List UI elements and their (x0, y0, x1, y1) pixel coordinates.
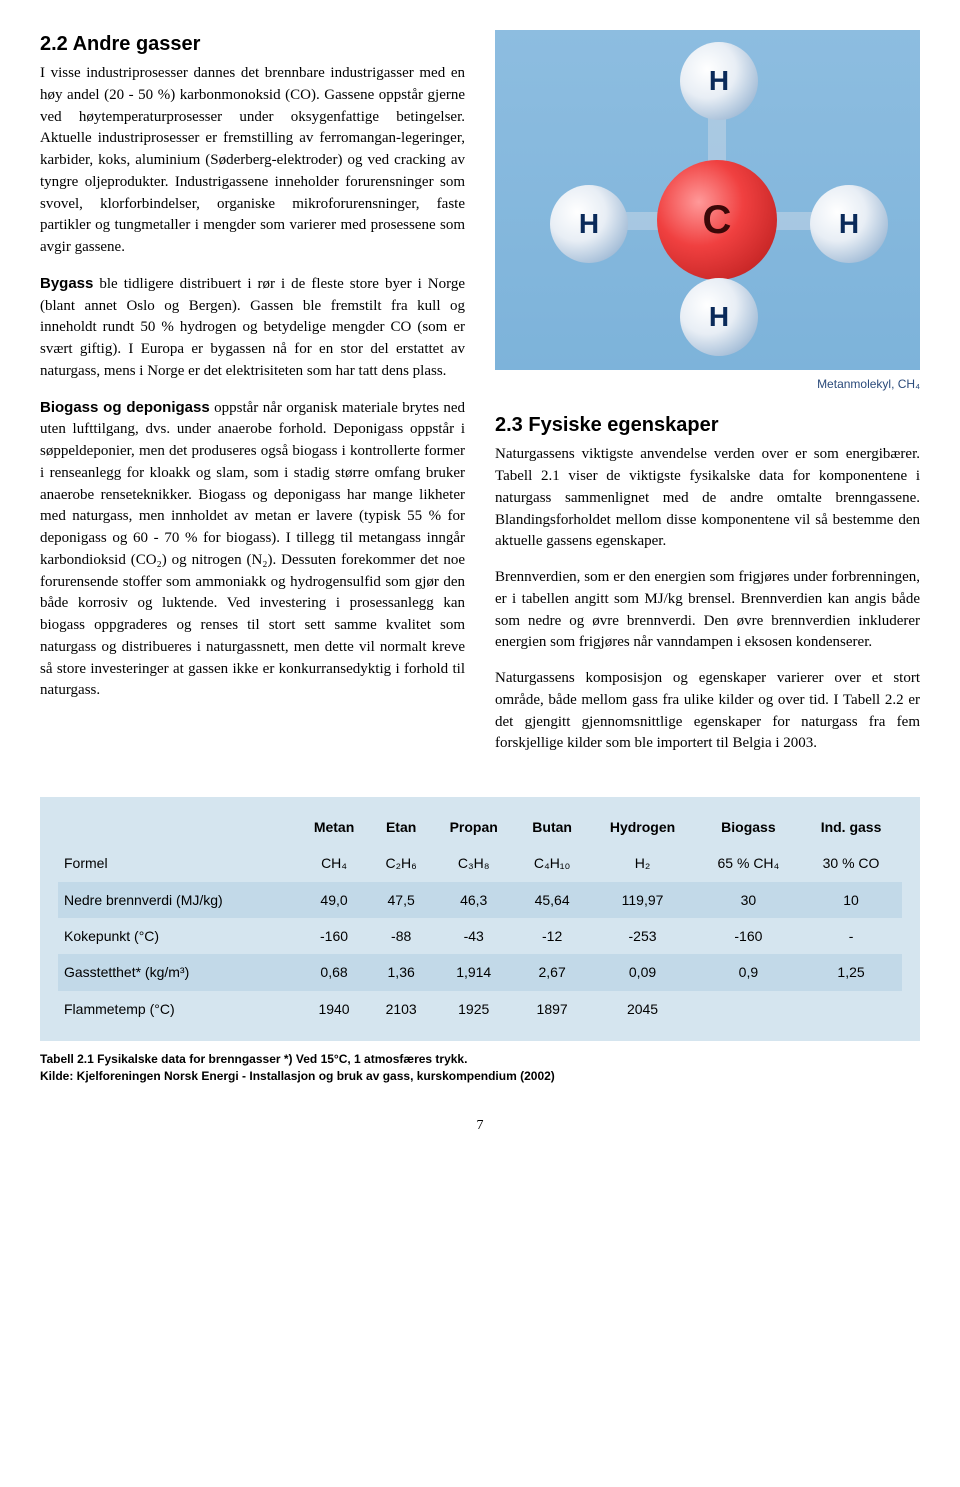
col-biogass: Biogass (697, 809, 800, 845)
cell: 1925 (432, 991, 516, 1027)
table-row: Formel CH₄ C₂H₆ C₃H₈ C₄H₁₀ H₂ 65 % CH₄ 3… (58, 845, 902, 881)
cell: 0,9 (697, 954, 800, 990)
hydrogen-atom-top: H (680, 42, 758, 120)
cell: -160 (297, 918, 371, 954)
cell (697, 991, 800, 1027)
col-indgass: Ind. gass (800, 809, 902, 845)
methane-molecule-diagram: C H H H H (495, 30, 920, 370)
left-column: 2.2 Andre gasser I visse industriprosess… (40, 30, 465, 769)
section-heading-2-2: 2.2 Andre gasser (40, 30, 465, 59)
para-fysiske-1: Naturgassens viktigste anvendelse verden… (495, 444, 920, 553)
table-row: Nedre brennverdi (MJ/kg) 49,0 47,5 46,3 … (58, 882, 902, 918)
cell: CH₄ (297, 845, 371, 881)
properties-table: Metan Etan Propan Butan Hydrogen Biogass… (58, 809, 902, 1027)
col-butan: Butan (516, 809, 588, 845)
cell: 0,09 (588, 954, 696, 990)
col-blank (58, 809, 297, 845)
properties-table-wrap: Metan Etan Propan Butan Hydrogen Biogass… (40, 797, 920, 1041)
biogass-label: Biogass og deponigass (40, 399, 210, 416)
col-hydrogen: Hydrogen (588, 809, 696, 845)
cell: 1,914 (432, 954, 516, 990)
cell: 0,68 (297, 954, 371, 990)
row-label: Gasstetthet* (kg/m³) (58, 954, 297, 990)
col-propan: Propan (432, 809, 516, 845)
table-row: Flammetemp (°C) 1940 2103 1925 1897 2045 (58, 991, 902, 1027)
para-bygass: Bygass ble tidligere distribuert i rør i… (40, 273, 465, 383)
para-biogass: Biogass og deponigass oppstår når organi… (40, 397, 465, 703)
cell: 2045 (588, 991, 696, 1027)
para-fysiske-2: Brennverdien, som er den energien som fr… (495, 567, 920, 654)
cell: 46,3 (432, 882, 516, 918)
cell: C₂H₆ (371, 845, 432, 881)
cell: -88 (371, 918, 432, 954)
bygass-label: Bygass (40, 275, 93, 292)
table-source: Kilde: Kjelforeningen Norsk Energi - Ins… (40, 1068, 920, 1085)
right-column: C H H H H Metanmolekyl, CH₄ 2.3 Fysiske … (495, 30, 920, 769)
cell: H₂ (588, 845, 696, 881)
carbon-label: C (703, 191, 732, 249)
row-label: Kokepunkt (°C) (58, 918, 297, 954)
h-label-1: H (709, 61, 729, 102)
bygass-text: ble tidligere distribuert i rør i de fle… (40, 276, 465, 379)
cell: 1,25 (800, 954, 902, 990)
cell: 47,5 (371, 882, 432, 918)
molecule-caption: Metanmolekyl, CH₄ (495, 376, 920, 393)
h-label-2: H (579, 204, 599, 245)
section-heading-2-3: 2.3 Fysiske egenskaper (495, 411, 920, 440)
cell: 1940 (297, 991, 371, 1027)
cell: 1,36 (371, 954, 432, 990)
cell (800, 991, 902, 1027)
hydrogen-atom-right: H (810, 185, 888, 263)
cell: - (800, 918, 902, 954)
table-header-row: Metan Etan Propan Butan Hydrogen Biogass… (58, 809, 902, 845)
cell: 119,97 (588, 882, 696, 918)
table-body: Formel CH₄ C₂H₆ C₃H₈ C₄H₁₀ H₂ 65 % CH₄ 3… (58, 845, 902, 1026)
cell: 30 % CO (800, 845, 902, 881)
cell: C₄H₁₀ (516, 845, 588, 881)
para-andre-gasser: I visse industriprosesser dannes det bre… (40, 63, 465, 259)
cell: 10 (800, 882, 902, 918)
cell: -253 (588, 918, 696, 954)
cell: -43 (432, 918, 516, 954)
table-caption: Tabell 2.1 Fysikalske data for brenngass… (40, 1051, 920, 1068)
row-label: Nedre brennverdi (MJ/kg) (58, 882, 297, 918)
cell: C₃H₈ (432, 845, 516, 881)
biogass-text: oppstår når organisk materiale brytes ne… (40, 400, 465, 699)
hydrogen-atom-left: H (550, 185, 628, 263)
para-fysiske-3: Naturgassens komposisjon og egenskaper v… (495, 668, 920, 755)
page-number: 7 (40, 1116, 920, 1136)
hydrogen-atom-bottom: H (680, 278, 758, 356)
row-label: Formel (58, 845, 297, 881)
cell: -160 (697, 918, 800, 954)
carbon-atom: C (657, 160, 777, 280)
cell: -12 (516, 918, 588, 954)
cell: 45,64 (516, 882, 588, 918)
cell: 2,67 (516, 954, 588, 990)
cell: 1897 (516, 991, 588, 1027)
table-row: Gasstetthet* (kg/m³) 0,68 1,36 1,914 2,6… (58, 954, 902, 990)
table-row: Kokepunkt (°C) -160 -88 -43 -12 -253 -16… (58, 918, 902, 954)
two-column-layout: 2.2 Andre gasser I visse industriprosess… (40, 30, 920, 769)
col-metan: Metan (297, 809, 371, 845)
h-label-3: H (839, 204, 859, 245)
cell: 49,0 (297, 882, 371, 918)
cell: 65 % CH₄ (697, 845, 800, 881)
row-label: Flammetemp (°C) (58, 991, 297, 1027)
cell: 30 (697, 882, 800, 918)
cell: 2103 (371, 991, 432, 1027)
h-label-4: H (709, 297, 729, 338)
col-etan: Etan (371, 809, 432, 845)
